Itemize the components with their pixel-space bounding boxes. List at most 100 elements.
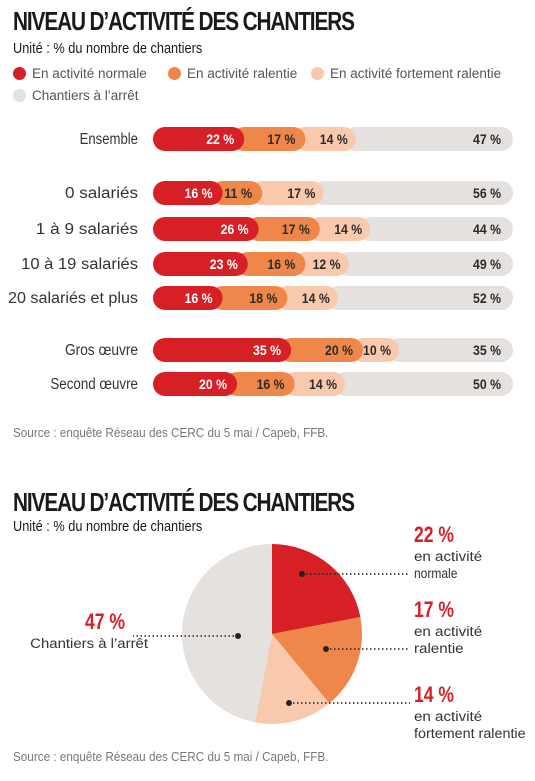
bar-segment-fortement [275,286,338,310]
bar-value-label-arret: 52 % [473,290,501,306]
leader-dot [235,633,241,639]
bar-value-label-ralentie: 17 % [267,131,295,147]
bar-segment-arret [336,252,513,276]
legend-label-fortement: En activité fortement ralentie [330,66,502,81]
pie-slice-arret [182,544,272,723]
bar-value-label-normale: 20 % [199,376,227,392]
pie-chart-source: Source : enquête Réseau des CERC du 5 ma… [13,749,329,764]
row-label: Gros œuvre [65,342,138,359]
bar-value-label-ralentie: 17 % [282,221,310,237]
bar-segment-normale [153,127,245,151]
legend-label-arret: Chantiers à l’arrêt [32,88,139,103]
bar-segment-normale [153,372,237,396]
bar-segment-ralentie [210,181,263,205]
bar-value-label-normale: 35 % [253,342,281,358]
pie-pct-ralentie: 17 % [414,597,454,622]
bar-value-label-ralentie: 16 % [267,256,295,272]
bar-segment-normale [153,252,248,276]
bar-chart-subtitle: Unité : % du nombre de chantiers [13,40,203,57]
bar-value-label-normale: 16 % [185,185,213,201]
pie-pct-fortement: 14 % [414,682,454,707]
bar-value-label-ralentie: 18 % [249,290,277,306]
bar-value-label-fortement: 14 % [320,131,348,147]
bar-value-label-ralentie: 16 % [257,376,285,392]
bar-segment-arret [325,286,513,310]
bar-value-label-arret: 44 % [473,221,501,237]
bar-value-label-arret: 49 % [473,256,501,272]
legend-item-ralentie: En activité ralentie [168,66,297,81]
pie-label-normale: en activité [414,549,482,564]
bar-value-label-normale: 26 % [221,221,249,237]
row-label: Second œuvre [50,376,138,393]
bar-segment-fortement [307,217,371,241]
legend-swatch-fortement [311,67,324,80]
bar-segment-ralentie [232,127,306,151]
pie-pct-arret: 47 % [85,609,125,634]
bar-value-label-fortement: 10 % [363,342,391,358]
legend-item-normale: En activité normale [13,66,147,81]
legend-swatch-normale [13,67,26,80]
bar-segment-arret [333,372,513,396]
legend-item-arret: Chantiers à l’arrêt [13,88,139,103]
pie-slice-ralentie [272,617,362,704]
pie-label-fortement: fortement ralentie [414,726,526,741]
bar-segment-arret [343,127,513,151]
bar-value-label-fortement: 12 % [313,256,341,272]
bar-value-label-fortement: 14 % [334,221,362,237]
leader-dot [286,700,292,706]
row-label: 10 à 19 salariés [21,256,138,273]
bar-segment-normale [153,181,223,205]
row-label: Ensemble [80,131,138,148]
bar-value-label-fortement: 14 % [302,290,330,306]
bar-value-label-fortement: 17 % [287,185,315,201]
pie-slice-normale [272,544,361,634]
pie-label-arret: Chantiers à l’arrêt [30,636,148,651]
bar-segment-fortement [351,338,399,362]
bar-segment-arret [358,217,513,241]
pie-chart-title: NIVEAU D’ACTIVITÉ DES CHANTIERS [13,487,355,517]
bar-segment-arret [311,181,513,205]
bar-value-label-normale: 23 % [210,256,238,272]
bar-chart-source: Source : enquête Réseau des CERC du 5 ma… [13,425,329,440]
bar-value-label-arret: 35 % [473,342,501,358]
row-label: 20 salariés et plus [8,290,138,307]
pie-slice-fortement [255,634,330,724]
bar-segment-arret [387,338,513,362]
bar-value-label-arret: 50 % [473,376,501,392]
pie-label-ralentie: ralentie [414,641,464,656]
bar-segment-ralentie [246,217,320,241]
bar-segment-fortement [250,181,324,205]
row-label: 1 à 9 salariés [36,221,138,238]
leader-dot [323,646,329,652]
bar-segment-normale [153,217,259,241]
pie-label-fortement: en activité [414,709,482,724]
bar-value-label-normale: 22 % [206,131,234,147]
leader-dot [299,571,305,577]
bar-value-label-arret: 47 % [473,131,501,147]
bar-segment-ralentie [225,372,295,396]
bar-value-label-ralentie: 11 % [224,185,252,201]
bar-segment-normale [153,286,223,310]
bar-segment-ralentie [235,252,306,276]
pie-label-ralentie: en activité [414,624,482,639]
pie-label-normale: normale [414,566,457,581]
bar-segment-fortement [293,252,349,276]
bar-value-label-normale: 16 % [185,290,213,306]
legend-swatch-ralentie [168,67,181,80]
bar-value-label-ralentie: 20 % [325,342,353,358]
bar-segment-fortement [293,127,356,151]
bar-segment-normale [153,338,291,362]
legend-label-ralentie: En activité ralentie [187,66,298,81]
bar-value-label-fortement: 14 % [309,376,337,392]
bar-chart-title: NIVEAU D’ACTIVITÉ DES CHANTIERS [13,6,355,36]
bar-segment-ralentie [279,338,363,362]
bar-segment-fortement [282,372,345,396]
bar-segment-ralentie [210,286,288,310]
row-label: 0 salariés [65,185,138,202]
bar-value-label-arret: 56 % [473,185,501,201]
legend-swatch-arret [13,89,26,102]
legend-label-normale: En activité normale [32,66,147,81]
pie-chart-subtitle: Unité : % du nombre de chantiers [13,518,203,535]
